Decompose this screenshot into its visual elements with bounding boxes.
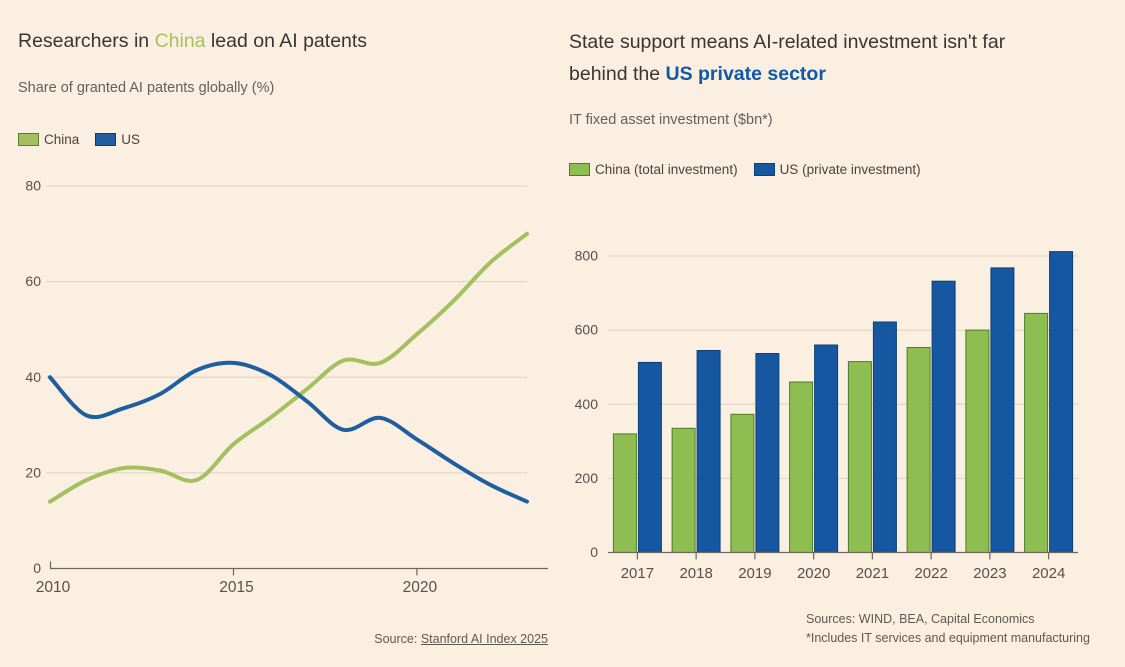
legend-swatch-china-total [569, 163, 590, 176]
sources-line1: Sources: WIND, BEA, Capital Economics [806, 612, 1035, 626]
bar-us-2020 [814, 344, 839, 553]
left-title-accent-china: China [154, 30, 206, 52]
bar-us-2023 [990, 267, 1015, 553]
legend-swatch-us [95, 133, 117, 146]
right-chart-subtitle: IT fixed asset investment ($bn*) [569, 112, 773, 128]
bar-china-2021 [847, 361, 872, 553]
right-chart-sources: Sources: WIND, BEA, Capital Economics *I… [806, 610, 1090, 648]
bar-us-2021 [872, 321, 897, 553]
right-xtick-label-2023: 2023 [973, 565, 1006, 582]
bar-us-2022 [931, 280, 956, 553]
left-ytick-label-60: 60 [25, 273, 41, 289]
right-xtick-label-2017: 2017 [621, 565, 654, 582]
right-xtick-label-2021: 2021 [856, 565, 889, 582]
legend-swatch-us-private [753, 163, 775, 176]
left-title-post: lead on AI patents [205, 30, 368, 52]
bar-china-2020 [789, 381, 814, 553]
legend-label-us-private: US (private investment) [779, 162, 921, 177]
right-xtick-label-2022: 2022 [914, 565, 947, 582]
right-ytick-label-200: 200 [575, 470, 599, 486]
bar-china-2024 [1024, 312, 1049, 553]
legend-swatch-china [18, 133, 39, 146]
left-chart-subtitle: Share of granted AI patents globally (%) [18, 80, 275, 96]
bar-us-2019 [755, 353, 780, 553]
left-chart-title: Researchers in China lead on AI patents [18, 28, 367, 54]
legend-label-us: US [121, 132, 141, 147]
bar-china-2017 [612, 433, 637, 553]
bar-us-2017 [637, 361, 662, 553]
right-chart-title: State support means AI-related investmen… [569, 26, 1005, 90]
legend-item-china: China [18, 132, 79, 147]
source-prefix: Source: [374, 632, 421, 646]
left-ytick-label-40: 40 [25, 369, 41, 385]
legend-item-us: US [95, 132, 140, 147]
right-ytick-label-800: 800 [575, 248, 599, 264]
legend-label-china: China [44, 132, 80, 147]
bar-us-2024 [1049, 251, 1074, 553]
left-xtick-label-2010: 2010 [36, 579, 71, 596]
bar-china-2018 [671, 427, 696, 553]
left-ytick-label-20: 20 [25, 464, 41, 480]
line-series-china [48, 231, 529, 504]
right-ytick-label-400: 400 [575, 396, 599, 412]
right-xtick-label-2024: 2024 [1032, 565, 1065, 582]
right-ytick-label-600: 600 [575, 322, 599, 338]
bar-china-2022 [906, 347, 931, 553]
sources-line2: *Includes IT services and equipment manu… [806, 631, 1090, 645]
left-title-pre: Researchers in [18, 30, 155, 52]
left-ytick-label-80: 80 [25, 178, 41, 194]
right-xtick-label-2020: 2020 [797, 565, 830, 582]
right-ytick-label-0: 0 [590, 544, 598, 560]
right-title-accent-us-private-sector: US private sector [665, 63, 826, 85]
line-series-us [48, 360, 529, 504]
right-title-line2-pre: behind the [569, 63, 666, 85]
right-xtick-label-2018: 2018 [679, 565, 712, 582]
left-xtick-label-2020: 2020 [403, 579, 438, 596]
right-title-line1: State support means AI-related investmen… [569, 31, 1006, 53]
source-link-stanford-ai-index[interactable]: Stanford AI Index 2025 [420, 632, 548, 646]
bar-us-2018 [696, 350, 721, 553]
bar-china-2019 [730, 413, 755, 553]
right-xtick-label-2019: 2019 [738, 565, 771, 582]
legend-label-china-total: China (total investment) [595, 162, 738, 177]
right-chart-legend: China (total investment) US (private inv… [569, 162, 921, 177]
legend-item-us-private-investment: US (private investment) [753, 162, 921, 177]
left-xtick-label-2015: 2015 [219, 579, 253, 596]
legend-item-china-total-investment: China (total investment) [569, 162, 738, 177]
bar-china-2023 [965, 329, 990, 553]
left-chart-source: Source: Stanford AI Index 2025 [0, 632, 548, 646]
left-ytick-label-0: 0 [33, 560, 41, 576]
left-chart-legend: China US [18, 132, 140, 147]
